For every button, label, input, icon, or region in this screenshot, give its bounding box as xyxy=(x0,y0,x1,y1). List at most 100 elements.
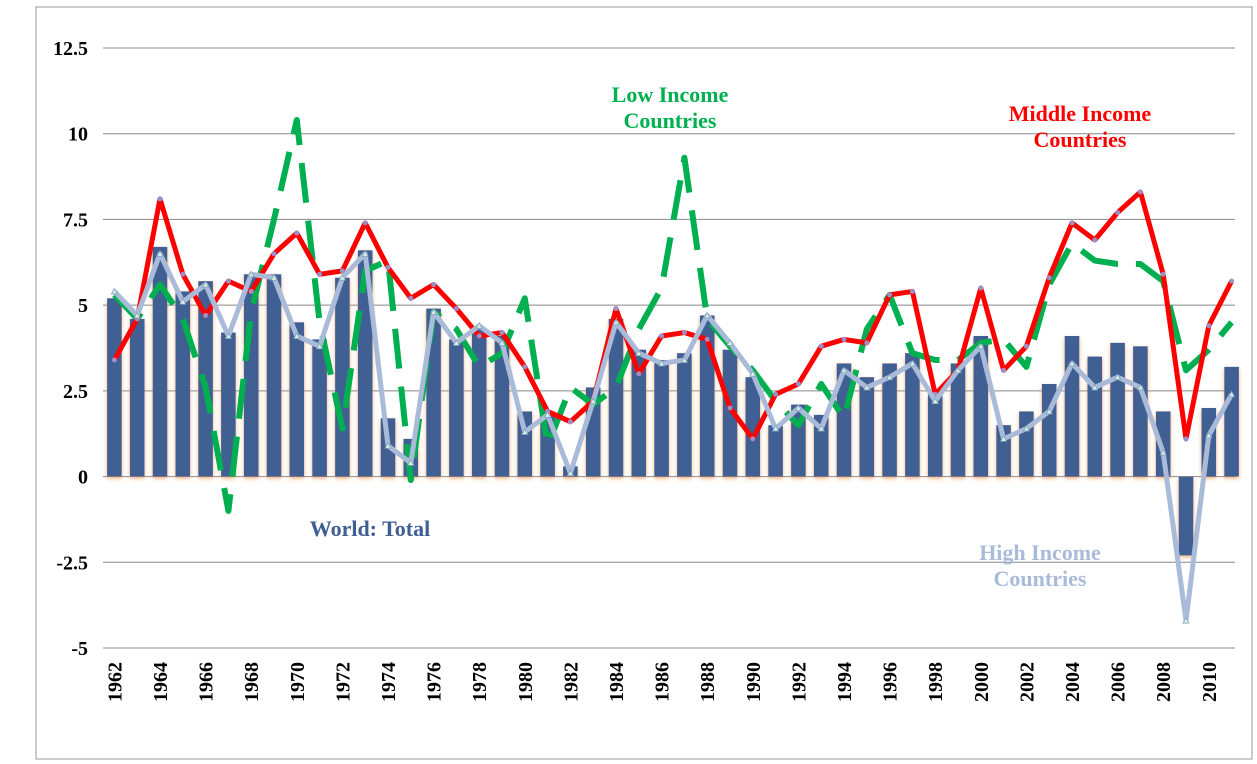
marker xyxy=(361,249,369,257)
x-tick-label: 1964 xyxy=(150,662,172,702)
marker xyxy=(864,340,870,346)
bar xyxy=(1087,356,1103,477)
bar xyxy=(243,274,259,477)
marker xyxy=(476,333,482,339)
marker xyxy=(657,359,666,367)
marker xyxy=(499,330,505,336)
marker xyxy=(954,366,962,374)
marker xyxy=(977,342,985,350)
marker xyxy=(887,292,893,298)
marker xyxy=(201,280,210,288)
bar xyxy=(312,339,327,477)
marker xyxy=(498,339,506,346)
marker xyxy=(795,381,801,387)
marker xyxy=(407,459,415,466)
x-tick-label: 1978 xyxy=(469,662,491,702)
marker xyxy=(156,249,164,257)
bar xyxy=(813,414,829,477)
bar xyxy=(494,336,510,477)
bar xyxy=(266,274,282,477)
marker xyxy=(271,251,277,257)
marker xyxy=(840,366,848,374)
marker xyxy=(681,330,687,336)
marker xyxy=(543,411,552,418)
marker xyxy=(567,419,573,425)
marker xyxy=(133,311,141,319)
marker xyxy=(384,441,392,449)
marker xyxy=(1205,431,1213,439)
bar xyxy=(471,329,487,477)
marker xyxy=(680,356,689,363)
marker xyxy=(931,397,939,405)
marker xyxy=(1182,616,1190,624)
bar xyxy=(1155,411,1171,477)
marker xyxy=(703,311,711,319)
marker xyxy=(317,271,323,277)
bar xyxy=(768,425,783,477)
y-tick-label: 7.5 xyxy=(63,209,88,231)
x-tick-label: 1984 xyxy=(606,662,628,702)
bar xyxy=(836,363,852,477)
marker xyxy=(589,397,597,405)
marker xyxy=(727,405,733,411)
marker xyxy=(1136,383,1145,391)
bar xyxy=(1110,342,1125,477)
marker xyxy=(224,332,233,339)
marker xyxy=(773,391,779,397)
marker xyxy=(110,287,119,295)
marker xyxy=(566,469,575,477)
x-tick-label: 1982 xyxy=(560,662,582,702)
marker xyxy=(726,339,734,346)
high-income-label: High Income Countries xyxy=(979,540,1101,591)
bar xyxy=(1019,411,1034,477)
marker xyxy=(1115,210,1121,216)
line-series xyxy=(112,189,1234,442)
frame xyxy=(35,6,1253,760)
marker xyxy=(1206,323,1212,329)
marker xyxy=(659,333,665,339)
marker xyxy=(909,288,915,294)
marker xyxy=(293,332,301,339)
marker xyxy=(1068,359,1076,367)
marker xyxy=(339,268,345,274)
marker xyxy=(294,230,300,236)
y-tick-label: 10 xyxy=(68,124,88,146)
marker xyxy=(180,271,186,277)
bar xyxy=(357,250,373,477)
y-tick-label: 2.5 xyxy=(63,381,88,403)
marker xyxy=(885,373,894,381)
marker xyxy=(1160,271,1166,277)
marker xyxy=(612,318,620,326)
marker xyxy=(750,436,756,442)
bar xyxy=(221,332,236,477)
marker xyxy=(1069,220,1075,226)
marker xyxy=(385,264,391,270)
middle-income-label: Middle Income Countries xyxy=(1008,101,1152,152)
marker xyxy=(841,336,847,342)
bar xyxy=(927,394,943,477)
x-tick-label: 1976 xyxy=(424,662,446,702)
marker xyxy=(749,369,757,377)
marker xyxy=(225,278,231,284)
x-tick-label: 1974 xyxy=(378,662,400,702)
marker xyxy=(1045,407,1053,415)
marker xyxy=(247,270,255,278)
marker xyxy=(522,364,528,370)
x-tick-label: 2002 xyxy=(1016,662,1038,702)
marker xyxy=(203,312,209,318)
low-income-label: Low Income Countries xyxy=(611,82,729,133)
marker xyxy=(475,321,483,329)
bar xyxy=(631,349,647,477)
marker xyxy=(453,306,459,312)
marker xyxy=(111,357,117,363)
marker xyxy=(338,273,347,281)
line-series xyxy=(112,251,1234,624)
bar xyxy=(859,377,875,477)
bar xyxy=(107,298,122,477)
y-tick-label: 5 xyxy=(78,295,88,317)
x-tick-label: 1972 xyxy=(332,662,354,702)
marker xyxy=(362,220,368,226)
bar xyxy=(335,277,350,477)
x-tick-label: 2000 xyxy=(971,662,993,702)
